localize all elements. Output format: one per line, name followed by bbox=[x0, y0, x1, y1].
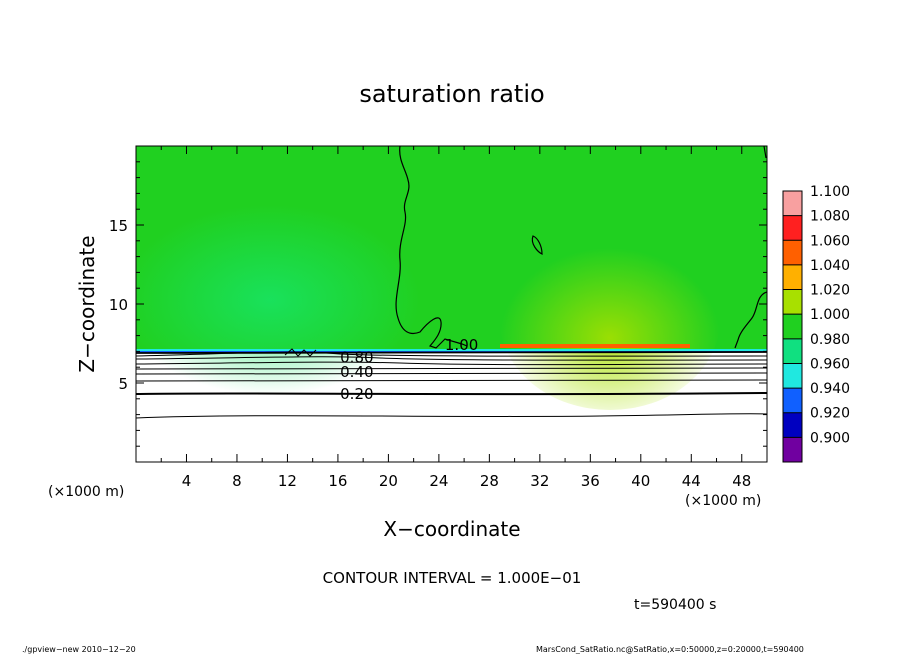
y-axis-ticks: 5 10 15 bbox=[109, 161, 767, 447]
y-tick-label: 15 bbox=[109, 217, 128, 235]
colorbar-swatch bbox=[783, 437, 802, 462]
colorbar-label: 1.000 bbox=[810, 307, 850, 323]
x-tick-label: 44 bbox=[682, 472, 701, 490]
colorbar-label: 1.080 bbox=[810, 209, 850, 225]
x-tick-label: 20 bbox=[379, 472, 398, 490]
colorbar-label: 0.920 bbox=[810, 406, 850, 422]
contour-line-0-60 bbox=[136, 361, 767, 366]
contour-line-0-10 bbox=[136, 413, 767, 419]
footer-left: ./gpview−new 2010−12−20 bbox=[22, 645, 136, 654]
x-tick-label: 32 bbox=[530, 472, 549, 490]
x-tick-label: 36 bbox=[581, 472, 600, 490]
field-supersaturated-region bbox=[500, 230, 720, 410]
colorbar-swatch bbox=[783, 215, 802, 241]
colorbar-label: 1.020 bbox=[810, 283, 850, 299]
contour-label: 0.20 bbox=[340, 385, 373, 403]
plot-field bbox=[136, 146, 767, 462]
contour-line-0-30 bbox=[136, 379, 767, 382]
chart-title: saturation ratio bbox=[359, 80, 544, 108]
y-tick-label: 5 bbox=[118, 375, 128, 393]
x-tick-label: 24 bbox=[429, 472, 448, 490]
contour-loop bbox=[531, 235, 543, 255]
x-tick-label: 4 bbox=[182, 472, 192, 490]
colorbar-swatch bbox=[783, 388, 802, 413]
field-subsaturated-region bbox=[136, 205, 420, 395]
colorbar-swatch bbox=[783, 264, 802, 290]
y-axis-label: Z−coordinate bbox=[75, 235, 99, 372]
colorbar-label: 1.040 bbox=[810, 258, 850, 274]
x-tick-label: 12 bbox=[278, 472, 297, 490]
contour-line-0-20 bbox=[136, 392, 767, 396]
colorbar-swatch bbox=[783, 412, 802, 438]
contour-line-0-90 bbox=[136, 350, 767, 354]
colorbar-label: 0.980 bbox=[810, 332, 850, 348]
x-unit-right: (×1000 m) bbox=[685, 493, 761, 509]
contour-label: 0.80 bbox=[340, 349, 373, 367]
x-tick-label: 8 bbox=[232, 472, 242, 490]
colorbar-swatch bbox=[783, 314, 802, 339]
contour-labels: 1.00 0.800.40 0.20 bbox=[340, 336, 478, 403]
contour-interval-text: CONTOUR INTERVAL = 1.000E−01 bbox=[323, 569, 582, 587]
y-tick-label: 10 bbox=[109, 296, 128, 314]
x-unit-left: (×1000 m) bbox=[48, 484, 124, 500]
x-tick-label: 40 bbox=[631, 472, 650, 490]
colorbar-label: 0.940 bbox=[810, 381, 850, 397]
footer-right: MarsCond_SatRatio.nc@SatRatio,x=0:50000,… bbox=[536, 645, 804, 654]
colorbar-label: 0.900 bbox=[810, 430, 850, 446]
colorbar-swatch bbox=[783, 289, 802, 315]
contour-line-1-00-edge bbox=[763, 146, 767, 159]
contour-line-1-00-right bbox=[734, 291, 767, 349]
contour-label: 0.40 bbox=[340, 363, 373, 381]
contour-label: 1.00 bbox=[445, 336, 478, 354]
field-cyan-edge bbox=[136, 349, 767, 351]
x-tick-label: 16 bbox=[328, 472, 347, 490]
time-text: t=590400 s bbox=[634, 597, 716, 613]
colorbar-swatch bbox=[783, 363, 802, 389]
contour-line-0-80 bbox=[136, 351, 767, 357]
colorbar-swatch bbox=[783, 191, 802, 216]
x-axis-ticks: 4 8 12 16 20 24 28 32 36 40 44 48 bbox=[160, 146, 751, 490]
colorbar-swatch bbox=[783, 240, 802, 265]
field-peak-band bbox=[500, 344, 690, 348]
colorbar-label: 1.100 bbox=[810, 184, 850, 200]
colorbar-label: 0.960 bbox=[810, 356, 850, 372]
x-axis-label: X−coordinate bbox=[383, 517, 520, 541]
colorbar-swatch bbox=[783, 338, 802, 364]
x-tick-label: 28 bbox=[480, 472, 499, 490]
contour-line-1-00 bbox=[395, 146, 468, 349]
x-tick-label: 48 bbox=[732, 472, 751, 490]
contour-line-0-70 bbox=[136, 356, 767, 361]
colorbar: 1.100 1.080 1.060 1.040 1.020 1.000 0.980 0.960… bbox=[782, 184, 850, 463]
colorbar-label: 1.060 bbox=[810, 233, 850, 249]
contour-glitch bbox=[284, 348, 317, 357]
